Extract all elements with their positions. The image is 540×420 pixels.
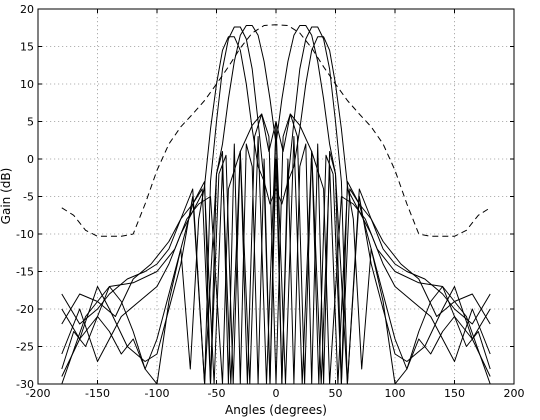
series-line-7 xyxy=(61,124,491,384)
y-tick-label: -20 xyxy=(16,303,34,316)
y-tick-label: -10 xyxy=(16,228,34,241)
series-line-6 xyxy=(61,113,491,384)
x-tick-label: -150 xyxy=(85,387,110,400)
series-line-2 xyxy=(61,36,491,377)
y-tick-label: -30 xyxy=(16,378,34,391)
series-line-8 xyxy=(61,143,491,384)
y-tick-label: 0 xyxy=(27,153,34,166)
y-tick-labels: -30 -25 -20 -15 -10 -5 0 5 10 15 20 xyxy=(16,3,34,391)
x-tick-label: 50 xyxy=(329,387,343,400)
series-line-1 xyxy=(61,24,491,237)
y-axis-label: Gain (dB) xyxy=(0,168,13,225)
y-tick-label: 15 xyxy=(20,41,34,54)
y-tick-label: -15 xyxy=(16,266,34,279)
y-tick-label: -5 xyxy=(23,191,34,204)
y-tick-label: 10 xyxy=(20,78,34,91)
series-line-4 xyxy=(61,25,491,384)
x-tick-label: -200 xyxy=(26,387,51,400)
axis-ticks xyxy=(37,8,515,385)
x-tick-label: 200 xyxy=(504,387,525,400)
y-tick-label: -25 xyxy=(16,341,34,354)
series-group xyxy=(61,24,491,384)
grid xyxy=(38,9,514,384)
x-tick-label: 100 xyxy=(385,387,406,400)
x-tick-label: -100 xyxy=(145,387,170,400)
x-tick-labels: -200 -150 -100 -50 0 50 100 150 200 xyxy=(26,387,525,400)
x-tick-label: 0 xyxy=(273,387,280,400)
y-tick-label: 5 xyxy=(27,116,34,129)
y-tick-label: 20 xyxy=(20,3,34,16)
x-tick-label: 150 xyxy=(444,387,465,400)
x-axis-label: Angles (degrees) xyxy=(225,403,327,417)
x-tick-label: -50 xyxy=(208,387,226,400)
